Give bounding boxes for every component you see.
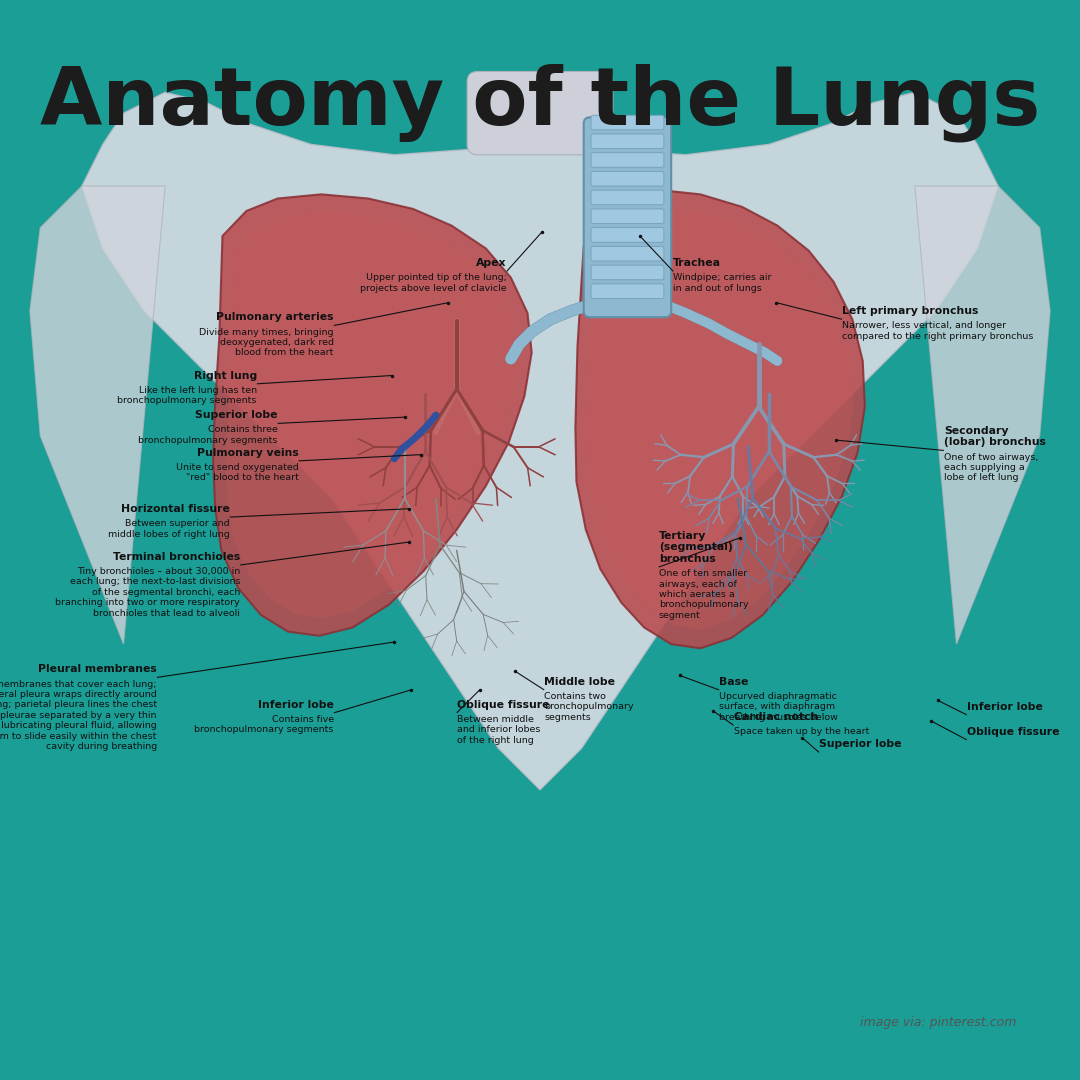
FancyBboxPatch shape <box>591 172 664 186</box>
Text: Upper pointed tip of the lung;
projects above level of clavicle: Upper pointed tip of the lung; projects … <box>360 273 507 293</box>
Text: Superior lobe: Superior lobe <box>819 740 902 750</box>
Text: Divide many times, bringing
deoxygenated, dark red
blood from the heart: Divide many times, bringing deoxygenated… <box>200 327 334 357</box>
Text: Anatomy of the Lungs: Anatomy of the Lungs <box>40 64 1040 141</box>
Text: Inferior lobe: Inferior lobe <box>967 702 1042 712</box>
Text: image via: pinterest.com: image via: pinterest.com <box>861 1016 1017 1029</box>
FancyBboxPatch shape <box>591 228 664 242</box>
Text: Oblique fissure: Oblique fissure <box>457 700 550 710</box>
Text: Base: Base <box>719 677 748 687</box>
Text: Two membranes that cover each lung;
visceral pleura wraps directly around
the lu: Two membranes that cover each lung; visc… <box>0 679 157 751</box>
Text: Between superior and
middle lobes of right lung: Between superior and middle lobes of rig… <box>108 519 230 539</box>
Text: Pleural membranes: Pleural membranes <box>38 664 157 674</box>
Text: Like the left lung has ten
bronchopulmonary segments: Like the left lung has ten bronchopulmon… <box>118 386 257 405</box>
FancyBboxPatch shape <box>591 134 664 149</box>
Text: Tertiary
(segmental)
bronchus: Tertiary (segmental) bronchus <box>659 530 732 564</box>
Text: Contains three
bronchopulmonary segments: Contains three bronchopulmonary segments <box>138 426 278 445</box>
Text: Contains five
bronchopulmonary segments: Contains five bronchopulmonary segments <box>194 715 334 734</box>
Text: Horizontal fissure: Horizontal fissure <box>121 504 230 514</box>
FancyBboxPatch shape <box>591 190 664 205</box>
Text: Cardiac notch: Cardiac notch <box>733 712 818 723</box>
Text: Pulmonary veins: Pulmonary veins <box>197 448 298 458</box>
Polygon shape <box>576 190 865 648</box>
Text: Oblique fissure: Oblique fissure <box>967 727 1059 737</box>
Text: Left primary bronchus: Left primary bronchus <box>842 306 978 316</box>
Text: Apex: Apex <box>476 258 507 268</box>
Text: Secondary
(lobar) bronchus: Secondary (lobar) bronchus <box>944 426 1045 447</box>
Text: Narrower, less vertical, and longer
compared to the right primary bronchus: Narrower, less vertical, and longer comp… <box>842 322 1034 341</box>
Text: Tiny bronchioles – about 30,000 in
each lung; the next-to-last divisions
of the : Tiny bronchioles – about 30,000 in each … <box>55 567 240 618</box>
FancyBboxPatch shape <box>591 266 664 280</box>
Polygon shape <box>213 194 531 636</box>
Text: Terminal bronchioles: Terminal bronchioles <box>113 552 240 562</box>
Text: Pulmonary arteries: Pulmonary arteries <box>216 312 334 323</box>
Text: One of two airways,
each supplying a
lobe of left lung: One of two airways, each supplying a lob… <box>944 453 1038 483</box>
Text: Contains two
bronchopulmonary
segments: Contains two bronchopulmonary segments <box>544 692 634 721</box>
Text: Between middle
and inferior lobes
of the right lung: Between middle and inferior lobes of the… <box>457 715 540 745</box>
Text: Middle lobe: Middle lobe <box>544 677 616 687</box>
Text: Trachea: Trachea <box>673 258 721 268</box>
FancyBboxPatch shape <box>468 71 612 154</box>
FancyBboxPatch shape <box>591 246 664 261</box>
FancyBboxPatch shape <box>591 208 664 224</box>
Polygon shape <box>226 212 519 618</box>
Text: Superior lobe: Superior lobe <box>195 410 278 420</box>
Text: Space taken up by the heart: Space taken up by the heart <box>733 728 869 737</box>
Polygon shape <box>588 208 853 630</box>
Text: Windpipe; carries air
in and out of lungs: Windpipe; carries air in and out of lung… <box>673 273 772 293</box>
FancyBboxPatch shape <box>583 118 671 318</box>
Text: Inferior lobe: Inferior lobe <box>258 700 334 710</box>
FancyBboxPatch shape <box>591 152 664 167</box>
Text: Right lung: Right lung <box>193 370 257 381</box>
Text: Upcurved diaphragmatic
surface, with diaphragm
breathing muscles below: Upcurved diaphragmatic surface, with dia… <box>719 692 838 721</box>
Polygon shape <box>30 186 165 644</box>
FancyBboxPatch shape <box>591 116 664 130</box>
Text: Unite to send oxygenated
"red" blood to the heart: Unite to send oxygenated "red" blood to … <box>176 463 298 483</box>
Polygon shape <box>82 92 998 789</box>
Polygon shape <box>915 186 1050 644</box>
Text: One of ten smaller
airways, each of
which aerates a
bronchopulmonary
segment: One of ten smaller airways, each of whic… <box>659 569 748 620</box>
FancyBboxPatch shape <box>591 284 664 298</box>
